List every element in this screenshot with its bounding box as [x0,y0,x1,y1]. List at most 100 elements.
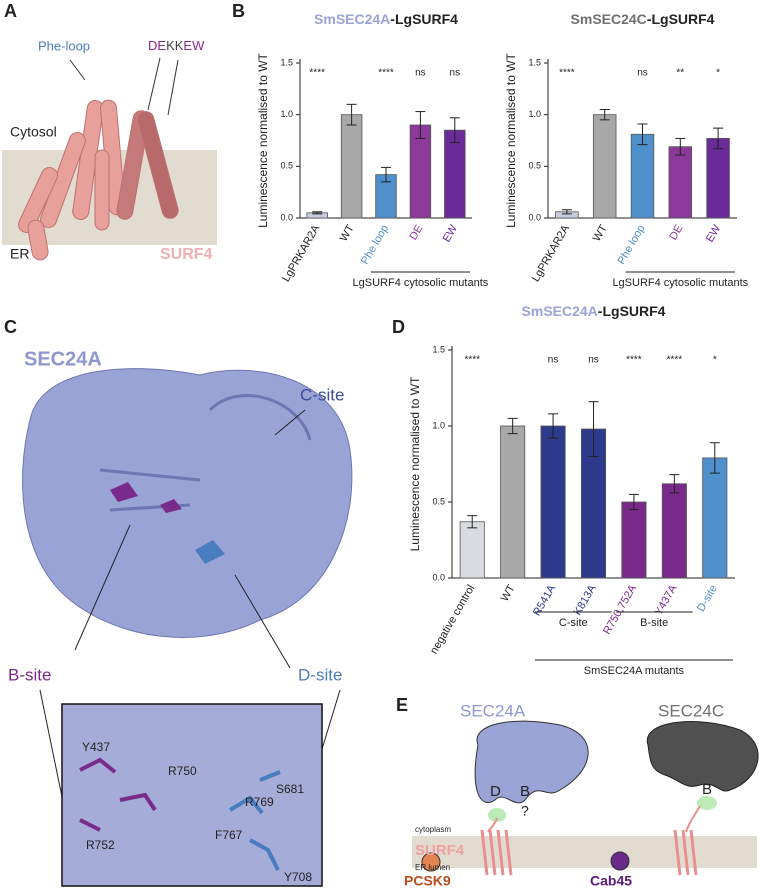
panel-letter: D [392,317,405,337]
title-part: -LgSURF4 [598,303,666,319]
panel-c: SEC24A C-site B-site D-site Y437 R750 S6… [8,348,353,887]
significance-label: **** [378,68,394,79]
significance-label: ns [637,68,648,79]
label: SEC24C [658,701,724,720]
x-tick-label: R541A [531,582,559,618]
panel-e: SEC24A SEC24C D B ? B cytoplasm SURF4 ER… [404,701,759,889]
title-part: SmSEC24A [314,11,390,27]
bar [592,114,617,219]
panel-letter: A [4,1,17,21]
x-tick-label: DE [667,223,685,242]
arrow [69,57,179,116]
arrow [39,409,341,861]
x-tick-label: R750,752A [601,582,639,636]
label: SEC24A [24,348,102,370]
label: ER [10,246,29,262]
label: D-site [298,665,342,684]
x-tick-label: D-site [695,583,720,614]
significance-label: **** [626,355,642,366]
y-tick-label: 1.0 [280,109,293,119]
inset [61,703,323,887]
label: D [490,783,501,800]
motif-part: DE [148,38,166,53]
label: SURF4 [160,246,213,263]
residue-label: R750 [168,764,197,778]
significance-label: ns [415,68,426,79]
significance-label: ns [588,355,599,366]
label: B-site [8,665,51,684]
x-tick-label: negative control [428,583,477,656]
significance-label: * [713,355,717,366]
significance-label: **** [309,68,325,79]
label: PCSK9 [404,873,451,889]
bar [661,483,687,579]
motif-part: KK [166,38,184,53]
title-part: SmSEC24C [571,11,647,27]
x-tick-label: WT [499,583,518,604]
label: B [520,783,530,800]
y-tick-label: 0.5 [528,161,541,171]
significance-label: **** [559,68,575,79]
label: SURF4 [415,842,465,859]
label: cytoplasm [415,825,451,834]
title-part: SmSEC24A [522,303,598,319]
sec24a-structure [22,368,353,638]
bar [706,138,730,219]
label: C-site [300,385,344,404]
chart-title: SmSEC24A-LgSURF4 [522,303,666,319]
x-tick-label: LgPRKAR2A [530,222,573,284]
title-part: -LgSURF4 [390,11,458,27]
bar [668,146,693,219]
group-label: SmSEC24A mutants [584,665,685,677]
y-tick-label: 0.5 [280,161,293,171]
label: Cytosol [10,124,57,140]
residue-label: S681 [276,782,304,796]
significance-label: ns [450,68,461,79]
bar [340,114,363,219]
bar [702,457,728,579]
label: Cab45 [590,873,632,889]
bar [409,124,432,219]
y-axis-label: Luminescence normalised to WT [256,52,270,227]
y-tick-label: 0.0 [432,572,445,582]
surf4-structure [18,99,179,261]
group-label: LgSURF4 cytosolic mutants [353,277,489,289]
group-label: C-site [559,617,588,629]
group-label: LgSURF4 cytosolic mutants [612,277,748,289]
y-tick-label: 0.0 [528,212,541,222]
residue-label: Y437 [82,740,110,754]
motif-part: EW [183,38,205,53]
significance-label: **** [464,355,480,366]
x-tick-label: EW [704,222,724,244]
bar [459,521,485,579]
y-axis-label: Luminescence normalised to WT [504,52,518,227]
bar [621,501,647,579]
label: B [702,781,712,798]
sec24c-shape [646,721,759,792]
bar [540,425,566,579]
membrane [412,836,757,868]
chart-title: SmSEC24C-LgSURF4 [571,11,715,27]
residue-label: F767 [215,828,243,842]
panel-a: Phe-loop DEKKEW Cytosol ER SURF4 [2,38,217,263]
label: ER lumen [415,863,450,872]
y-tick-label: 0.5 [432,496,445,506]
x-tick-label: LgPRKAR2A [280,222,323,284]
title-part: -LgSURF4 [647,11,715,27]
label: ? [521,803,529,819]
label: SEC24A [460,701,526,720]
bar [630,133,655,219]
x-tick-label: Phe loop [616,223,648,267]
residue-label: Y708 [284,870,312,884]
y-tick-label: 1.5 [280,57,293,67]
y-tick-label: 1.5 [528,57,541,67]
chart-title: SmSEC24A-LgSURF4 [314,11,458,27]
y-tick-label: 0.0 [280,212,293,222]
x-tick-label: EW [441,222,461,244]
y-tick-label: 1.5 [432,344,445,354]
bar [500,425,526,579]
y-axis-label: Luminescence normalised to WT [408,376,422,551]
x-tick-label: WT [591,223,610,244]
label: DEKKEW [148,38,205,53]
